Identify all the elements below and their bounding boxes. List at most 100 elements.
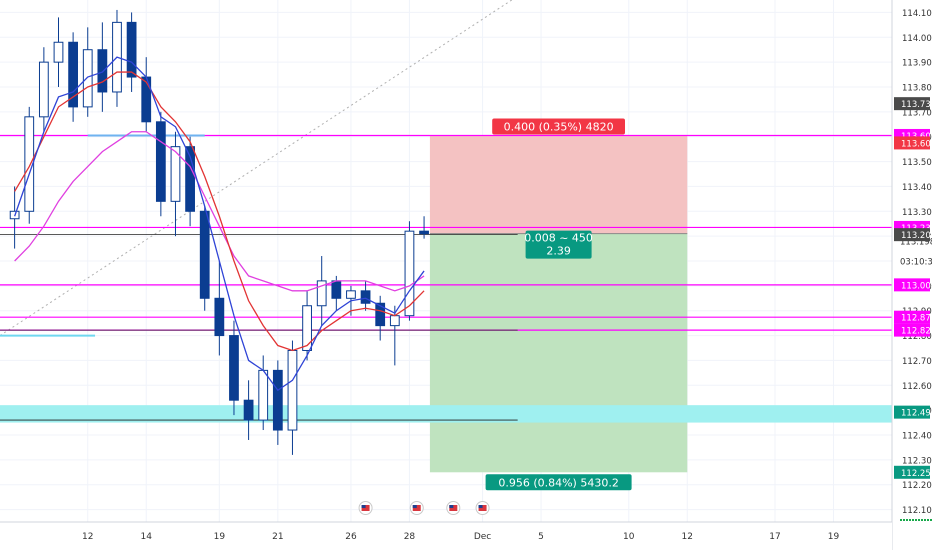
price-tick-label: 113.400	[902, 183, 932, 193]
event-flag-canton	[361, 505, 366, 508]
price-badge	[894, 136, 930, 150]
candle-body	[229, 335, 239, 401]
candle-body	[82, 49, 93, 108]
price-badge-label: 112.492	[901, 409, 932, 419]
date-tick-label: 12	[82, 532, 93, 542]
price-badge-label: 112.250	[901, 469, 932, 479]
candle	[185, 136, 195, 227]
ema-fast-line	[14, 56, 425, 392]
event-flag-canton	[449, 505, 454, 508]
candle-body	[272, 369, 283, 431]
price-badge	[894, 405, 930, 419]
target-label-bg	[485, 474, 632, 491]
date-tick-label: 28	[404, 532, 416, 542]
stop-label: 0.400 (0.35%) 4820	[492, 118, 625, 135]
candle	[170, 131, 181, 237]
stop-label-text: 0.400 (0.35%) 4820	[504, 120, 614, 133]
price-badge-label: 112.822	[901, 327, 932, 337]
price-badge-label: 113.606	[901, 139, 932, 149]
candle	[419, 216, 429, 239]
candle	[126, 12, 137, 92]
candle	[38, 47, 49, 132]
price-tick-label: 113.300	[902, 208, 932, 218]
event-flag-canton	[478, 505, 483, 508]
candle-body	[360, 290, 371, 304]
price-tick-label: 112.300	[902, 456, 932, 466]
price-badge-label: 112.874	[901, 314, 932, 324]
event-flag-icon[interactable]	[358, 501, 373, 515]
price-tick-label: 112.200	[902, 481, 932, 491]
candle-body	[316, 280, 327, 307]
level-lines-layer	[0, 134, 892, 421]
candle-body	[214, 297, 225, 337]
price-badge	[894, 278, 930, 292]
support-zone	[0, 405, 892, 423]
ema-slow-line	[14, 71, 425, 352]
price-badge	[894, 228, 930, 242]
target-label: 0.956 (0.84%) 5430.2	[485, 474, 632, 491]
price-badge	[894, 323, 930, 337]
price-tick-label: 113.800	[902, 84, 932, 94]
price-tick-label: 113.700	[902, 108, 932, 118]
price-tick-label: 112.700	[902, 357, 932, 367]
date-tick-label: 19	[828, 532, 840, 542]
candle	[375, 295, 386, 341]
candle-body	[375, 302, 386, 327]
date-tick-label: 5	[538, 532, 544, 542]
take-profit-zone	[429, 233, 688, 473]
axis-plain-label: 113.198	[900, 238, 932, 248]
event-flag-icon[interactable]	[409, 501, 424, 515]
price-tick-label: 112.600	[902, 382, 932, 392]
candle	[53, 17, 64, 87]
price-tick-label: 114.100	[902, 9, 932, 19]
candle	[82, 27, 93, 117]
candle-body	[185, 146, 195, 212]
candle-body	[53, 41, 64, 63]
candle-body	[170, 146, 181, 202]
moving-averages-layer	[14, 56, 425, 392]
date-tick-label: 26	[345, 532, 357, 542]
event-flag-icon[interactable]	[446, 501, 461, 515]
candle	[68, 32, 79, 122]
candle-body	[243, 399, 254, 421]
date-tick-label: 10	[623, 532, 635, 542]
time-axis-bg	[0, 522, 892, 550]
date-tick-label: 12	[682, 532, 693, 542]
price-tick-label: 112.800	[902, 332, 932, 342]
candle-body	[404, 230, 415, 317]
candle	[97, 22, 108, 112]
sma-long-line	[14, 131, 425, 292]
candle	[155, 111, 166, 217]
candle	[404, 221, 415, 321]
date-tick-label: 21	[272, 532, 283, 542]
candle-body	[287, 349, 298, 431]
event-flag-canton	[412, 505, 417, 508]
date-tick-label: 17	[769, 532, 780, 542]
stop-loss-zone	[429, 135, 688, 234]
candle	[272, 360, 283, 445]
price-axis-bg	[892, 0, 932, 550]
stop-label-bg	[492, 118, 625, 135]
economic-events-layer[interactable]	[358, 501, 490, 515]
candle-body	[155, 121, 166, 202]
candle-body	[199, 210, 210, 299]
price-axis[interactable]: 114.100 114.000 113.900 113.800 113.700 113.6…	[891, 0, 932, 550]
entry-label-bg	[525, 230, 592, 259]
candle-body	[68, 41, 79, 108]
candle	[316, 256, 327, 326]
price-tick-label: 113.500	[902, 158, 932, 168]
price-badge-label: 113.733	[901, 100, 932, 110]
candle	[360, 280, 371, 311]
candle-body	[24, 116, 35, 212]
event-flag-icon[interactable]	[475, 501, 490, 515]
candle-body	[97, 49, 108, 93]
time-axis[interactable]: 12 14 19 21 26 28 Dec 5 10 12 17 19	[0, 519, 932, 550]
axis-plain-label: 03:10:37	[900, 258, 932, 268]
target-label-text: 0.956 (0.84%) 5430.2	[498, 476, 619, 489]
candle	[302, 290, 312, 361]
candle-body	[346, 290, 356, 299]
